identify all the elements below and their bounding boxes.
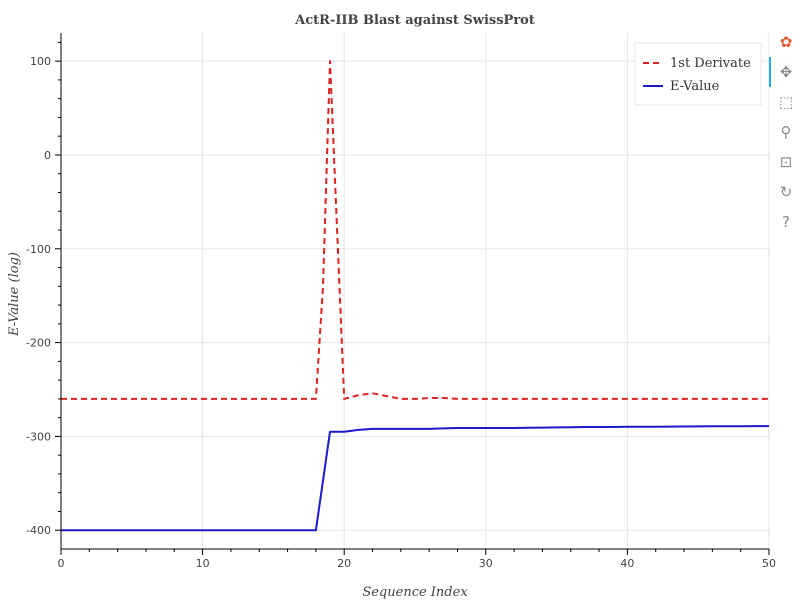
- box-zoom-icon[interactable]: ⬚: [779, 93, 793, 111]
- y-tick-label: -400: [26, 524, 51, 537]
- toolbar: ✿ ✥ ⬚ ⚲ ⊡ ↻?: [769, 33, 793, 231]
- x-axis-label: Sequence Index: [362, 585, 468, 600]
- grid: [60, 33, 770, 549]
- legend-label: E-Value: [670, 79, 720, 94]
- reset-icon[interactable]: ↻: [780, 183, 793, 201]
- y-tick-label: 0: [44, 149, 51, 162]
- help-icon[interactable]: ?: [782, 213, 790, 231]
- legend-label: 1st Derivate: [670, 56, 751, 71]
- legend-box: [634, 42, 762, 106]
- axes: 0 10 20 30 40 50 -400 -300 -200 -100 0 100: [26, 33, 776, 570]
- x-tick-label: 40: [620, 557, 634, 570]
- y-tick-label: -100: [26, 243, 51, 256]
- x-tick-label: 50: [762, 557, 776, 570]
- x-tick-label: 10: [196, 557, 210, 570]
- toolbar-active-indicator: [769, 57, 771, 87]
- y-tick-label: -200: [26, 337, 51, 350]
- series-line-1st-derivate: [61, 60, 769, 400]
- save-icon[interactable]: ⊡: [780, 153, 793, 171]
- series-line-e-value: [61, 425, 769, 532]
- x-tick-label: 0: [58, 557, 65, 570]
- y-tick-label: 100: [30, 55, 51, 68]
- series-layer: [61, 60, 769, 532]
- x-tick-label: 30: [479, 557, 493, 570]
- logo-icon: ✿: [780, 33, 793, 51]
- legend: 1st Derivate E-Value: [634, 42, 762, 106]
- chart-title: ActR-IIB Blast against SwissProt: [294, 13, 535, 28]
- y-axis-label: E-Value (log): [7, 252, 22, 337]
- pan-icon[interactable]: ✥: [780, 63, 793, 81]
- x-tick-label: 20: [337, 557, 351, 570]
- wheel-zoom-icon[interactable]: ⚲: [781, 123, 792, 141]
- y-tick-label: -300: [26, 430, 51, 443]
